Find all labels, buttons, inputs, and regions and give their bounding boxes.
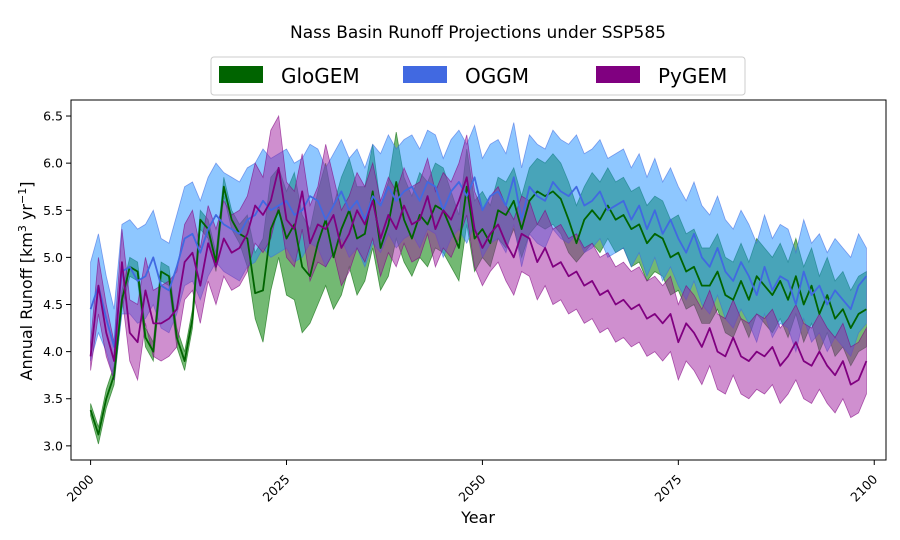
y-axis-label-exp1: 3 <box>16 225 29 232</box>
y-tick-label-5.5: 5.5 <box>43 203 63 218</box>
x-axis: 2000 2025 2050 2075 2100 <box>64 460 880 505</box>
glogem-mean-line <box>89 181 867 436</box>
legend-swatch-glogem <box>219 66 263 83</box>
y-tick-label-3.5: 3.5 <box>43 391 63 406</box>
y-tick-label-4.5: 4.5 <box>43 297 63 312</box>
y-axis-label-prefix: Annual Runoff [km <box>17 232 36 380</box>
y-axis-label-suffix: ] <box>17 182 36 188</box>
legend: GloGEM OGGM PyGEM <box>210 56 746 96</box>
chart-title: Nass Basin Runoff Projections under SSP5… <box>290 23 666 43</box>
pygem-range-band <box>90 114 867 419</box>
x-axis-label: Year <box>460 508 495 527</box>
legend-item-pygem: PyGEM <box>596 64 727 88</box>
x-tick-label-2050: 2050 <box>455 471 488 504</box>
y-axis-label-exp2: −1 <box>16 188 29 204</box>
legend-item-oggm: OGGM <box>403 64 529 88</box>
legend-swatch-pygem <box>596 66 640 83</box>
y-axis-label-mid: yr <box>17 204 36 226</box>
legend-label-oggm: OGGM <box>465 64 529 88</box>
y-tick-label-5.0: 5.0 <box>43 250 63 265</box>
pygem-mean-line <box>89 166 868 386</box>
y-tick-label-6.5: 6.5 <box>43 109 63 124</box>
oggm-mean-line <box>89 176 868 348</box>
y-axis-label: Annual Runoff [km3 yr−1] <box>16 182 36 381</box>
y-tick-label-6.0: 6.0 <box>43 156 63 171</box>
legend-item-glogem: GloGEM <box>219 64 360 88</box>
y-tick-label-4.0: 4.0 <box>43 344 63 359</box>
legend-label-glogem: GloGEM <box>281 64 360 88</box>
x-tick-label-2000: 2000 <box>64 471 97 504</box>
x-tick-label-2100: 2100 <box>847 471 880 504</box>
legend-label-pygem: PyGEM <box>658 64 727 88</box>
y-axis: 3.0 3.5 4.0 4.5 5.0 5.5 6.0 6.5 <box>43 109 71 453</box>
plot-frame <box>70 99 887 461</box>
x-tick-label-2075: 2075 <box>651 472 684 505</box>
y-tick-label-3.0: 3.0 <box>43 438 63 453</box>
x-tick-label-2025: 2025 <box>260 472 293 505</box>
plot-area <box>89 114 868 445</box>
legend-swatch-oggm <box>403 66 447 83</box>
